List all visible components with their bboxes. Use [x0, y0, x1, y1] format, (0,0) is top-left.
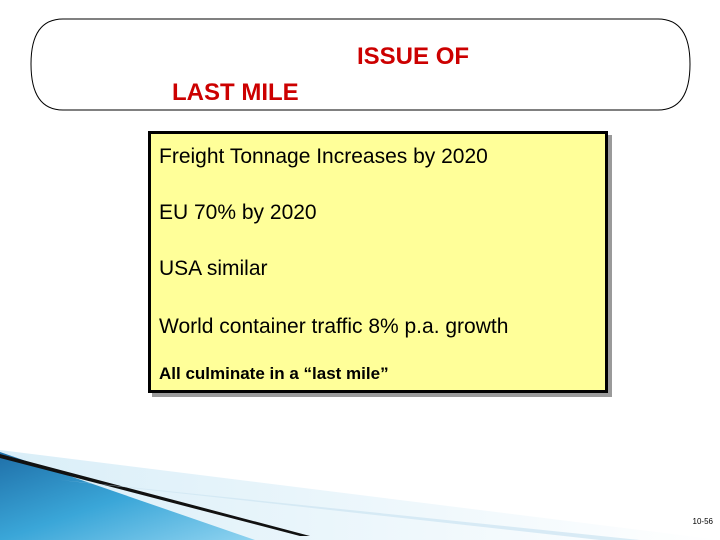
corner-decoration-graphic: [0, 450, 720, 540]
page-number: 10-56: [692, 517, 713, 526]
content-line-eu: EU 70% by 2020: [159, 201, 317, 224]
content-box: Freight Tonnage Increases by 2020 EU 70%…: [148, 131, 608, 393]
slide-title-line-1: ISSUE OF: [357, 43, 470, 70]
content-line-world-container: World container traffic 8% p.a. growth: [159, 315, 509, 338]
content-line-usa: USA similar: [159, 257, 268, 280]
title-banner-outline: [30, 18, 691, 111]
content-line-freight: Freight Tonnage Increases by 2020: [159, 145, 488, 168]
slide-title-line-2: LAST MILE: [172, 79, 299, 106]
title-banner: [30, 17, 691, 112]
content-line-last-mile: All culminate in a “last mile”: [159, 364, 389, 383]
